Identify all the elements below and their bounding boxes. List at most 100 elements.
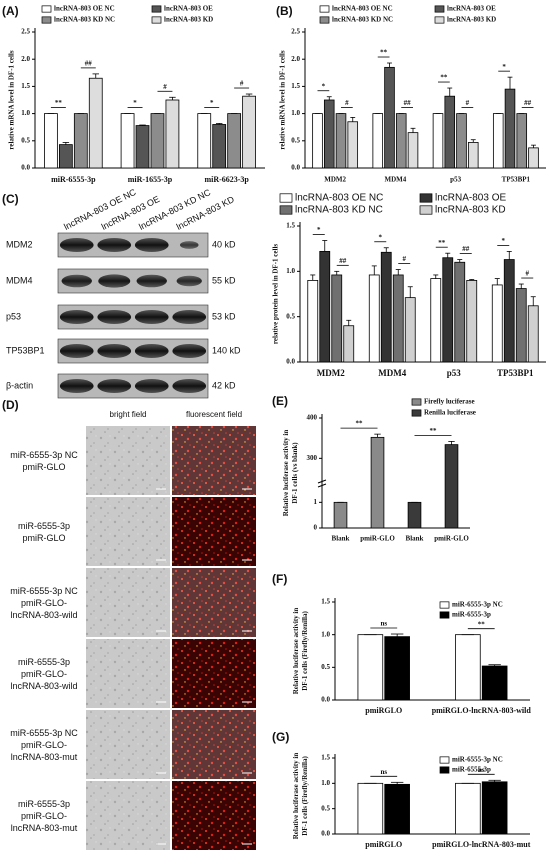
row-label: pmiR-GLO- xyxy=(21,740,67,750)
bar xyxy=(370,436,385,529)
x-tick-label: miR-6623-3p xyxy=(204,175,249,184)
bar xyxy=(212,124,227,169)
legend-swatch xyxy=(434,16,445,24)
bar xyxy=(384,66,395,169)
x-tick-label: Blank xyxy=(406,535,424,543)
legend-label: lncRNA-803 KD NC xyxy=(54,16,115,24)
significance-label: * xyxy=(379,233,383,241)
row-label: lncRNA-803-mut xyxy=(11,823,78,833)
blot-band xyxy=(134,344,169,358)
bar xyxy=(430,278,442,363)
y-tick-label: 2.5 xyxy=(21,28,30,36)
legend-swatch xyxy=(439,601,450,609)
y-axis-label: Relative luciferase activity inDF-1 cell… xyxy=(282,430,299,517)
significance-label: * xyxy=(317,226,321,234)
legend-label: Firefly luciferase xyxy=(424,398,475,406)
y-tick-label: 1.5 xyxy=(321,754,330,762)
bar xyxy=(466,279,478,363)
significance-label: ** xyxy=(430,427,438,435)
bar xyxy=(392,274,404,363)
row-label: pmiR-GLO xyxy=(22,462,65,472)
significance-label: ## xyxy=(85,59,93,67)
y-tick-label: 1.0 xyxy=(321,630,330,638)
y-tick-label: 400 xyxy=(307,414,318,422)
x-tick-label: Blank xyxy=(332,535,350,543)
significance-label: ## xyxy=(404,99,412,107)
blot-band xyxy=(59,344,94,358)
row-label: lncRNA-803-wild xyxy=(10,681,77,691)
bar xyxy=(492,113,504,169)
legend-label: Renilla luciferase xyxy=(424,409,476,417)
x-tick-label: TP53BP1 xyxy=(502,176,531,184)
x-tick-label: MDM4 xyxy=(378,368,406,378)
legend-label: miR-6555-3p xyxy=(452,611,491,619)
legend-swatch xyxy=(434,5,445,13)
legend-swatch xyxy=(411,409,422,417)
panel-letter: (F) xyxy=(272,572,287,586)
blot-band xyxy=(134,238,169,252)
bar xyxy=(120,113,135,169)
blot-band xyxy=(176,275,202,287)
x-tick-label: TP53BP1 xyxy=(497,368,534,378)
legend-label: miR-6555-3p xyxy=(452,766,491,774)
y-axis-label: relative mRNA level in DF-1 cells xyxy=(8,50,16,149)
panel-letter: (B) xyxy=(276,4,293,18)
significance-label: ns xyxy=(478,766,485,774)
significance-label: ns xyxy=(380,768,387,776)
fluorescent-image xyxy=(172,426,256,495)
bar xyxy=(197,113,212,169)
significance-label: # xyxy=(345,99,349,107)
x-tick-label: miR-1655-3p xyxy=(128,175,173,184)
bar xyxy=(467,142,479,169)
significance-label: * xyxy=(502,63,506,71)
significance-label: * xyxy=(322,82,326,90)
bar xyxy=(312,113,323,169)
bar xyxy=(407,132,419,169)
legend-swatch xyxy=(41,16,52,24)
row-label: pmiR-GLO- xyxy=(21,598,67,608)
significance-label: * xyxy=(502,237,506,245)
legend-swatch xyxy=(439,766,450,774)
y-tick-label: 1.0 xyxy=(291,109,300,117)
legend-swatch xyxy=(279,205,293,215)
y-tick-label: 0.0 xyxy=(21,164,30,172)
legend-label: lncRNA-803 OE NC xyxy=(295,193,383,204)
column-header: fluorescent field xyxy=(186,410,242,419)
bar xyxy=(58,144,73,169)
bar xyxy=(357,782,384,835)
blot-band xyxy=(134,310,169,324)
bar xyxy=(432,113,444,169)
fluorescent-image xyxy=(172,497,256,566)
blot-band xyxy=(61,274,92,288)
bar xyxy=(528,147,539,169)
y-axis-label: relative mRNA level in DF-1 cells xyxy=(279,50,287,149)
x-tick-label: pmiRGLO-lncRNA-803-wild xyxy=(432,706,532,715)
blot-band xyxy=(172,310,207,324)
bar xyxy=(516,113,528,169)
significance-label: # xyxy=(163,83,167,91)
legend-swatch xyxy=(439,756,450,764)
bar xyxy=(150,113,165,169)
y-tick-label: 0.5 xyxy=(291,136,300,144)
legend-swatch xyxy=(41,5,52,13)
bar xyxy=(504,88,516,169)
bar xyxy=(456,113,467,169)
fluorescent-image xyxy=(172,639,256,708)
blot-size-label: 53 kD xyxy=(212,311,236,321)
legend-label: lncRNA-803 KD NC xyxy=(295,205,383,216)
y-tick-label: 2.0 xyxy=(291,55,300,63)
significance-label: ** xyxy=(356,420,364,428)
bar xyxy=(357,634,384,701)
y-tick-label: 0.5 xyxy=(321,663,330,671)
blot-size-label: 42 kD xyxy=(212,380,236,390)
significance-label: * xyxy=(210,99,214,107)
legend-label: lncRNA-803 KD xyxy=(164,16,213,24)
y-tick-label: 1.5 xyxy=(286,222,295,230)
y-tick-label: 1.0 xyxy=(286,267,295,275)
bar xyxy=(527,305,539,363)
blot-band xyxy=(59,238,94,252)
row-label: miR-6555-3p xyxy=(18,521,70,531)
legend-swatch xyxy=(151,16,162,24)
column-header: bright field xyxy=(110,410,147,419)
blot-band xyxy=(59,379,94,393)
